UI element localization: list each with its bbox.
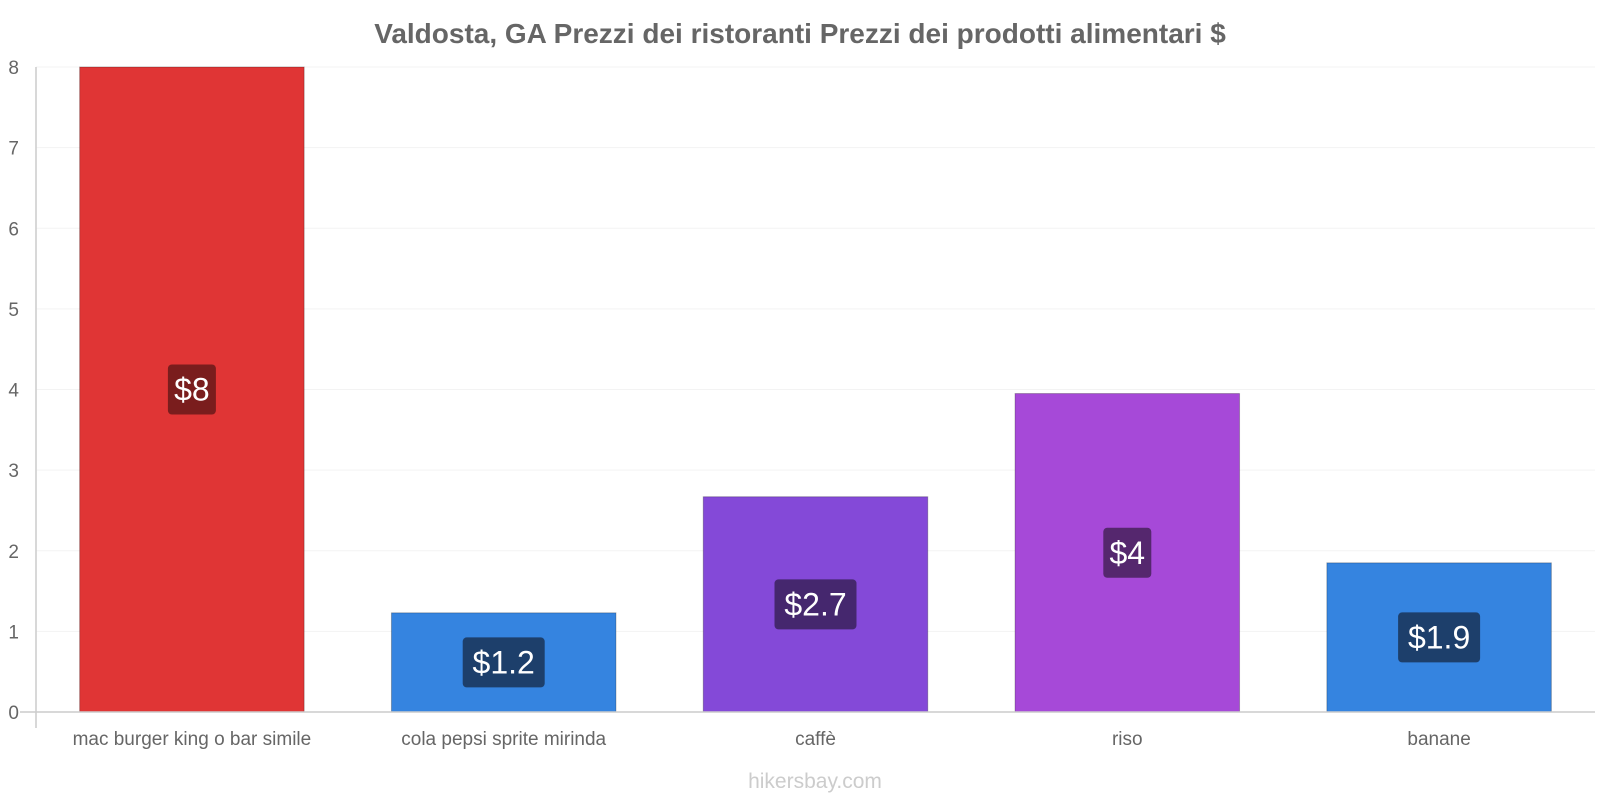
category-labels: mac burger king o bar simile cola pepsi s… xyxy=(73,729,1471,750)
chart-title: Valdosta, GA Prezzi dei ristoranti Prezz… xyxy=(374,18,1226,49)
y-tick-label: 8 xyxy=(8,58,19,79)
data-label-background xyxy=(774,579,857,630)
category-label: cola pepsi sprite mirinda xyxy=(401,729,606,750)
data-label: $8 xyxy=(174,372,210,408)
category-label: banane xyxy=(1407,729,1470,750)
data-label: $2.7 xyxy=(784,586,846,622)
y-tick-label: 7 xyxy=(8,139,19,160)
axes xyxy=(20,67,1595,728)
data-label-background xyxy=(1103,527,1152,578)
y-axis-ticks: 0 1 2 3 4 5 6 7 8 xyxy=(8,58,19,724)
data-label-background xyxy=(167,364,216,415)
y-tick-label: 0 xyxy=(8,703,19,724)
data-label: $1.9 xyxy=(1408,619,1470,655)
data-label-background xyxy=(1398,612,1481,663)
credit-text: hikersbay.com xyxy=(748,770,882,793)
y-tick-label: 3 xyxy=(8,461,19,482)
y-tick-label: 1 xyxy=(8,622,19,643)
data-labels: $8 $1.2 $2.7 $4 $1.9 xyxy=(167,364,1481,688)
data-label: $4 xyxy=(1110,535,1146,571)
category-label: riso xyxy=(1112,729,1143,750)
y-tick-label: 6 xyxy=(8,219,19,240)
y-tick-label: 2 xyxy=(8,542,19,563)
data-label-background xyxy=(462,637,545,688)
y-tick-label: 4 xyxy=(8,381,19,402)
category-label: mac burger king o bar simile xyxy=(73,729,312,750)
y-tick-label: 5 xyxy=(8,300,19,321)
category-label: caffè xyxy=(795,729,836,750)
data-label: $1.2 xyxy=(473,644,535,680)
